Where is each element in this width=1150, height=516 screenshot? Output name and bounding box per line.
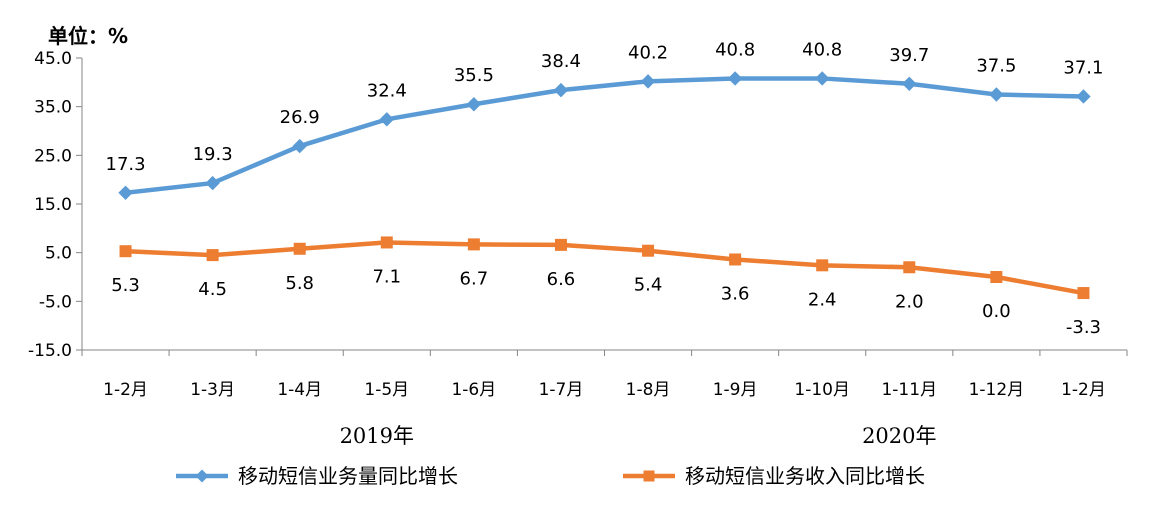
data-point-diamond xyxy=(989,87,1004,102)
data-label: -3.3 xyxy=(1066,317,1101,338)
data-label: 2.0 xyxy=(895,291,924,312)
data-label: 39.7 xyxy=(889,45,929,66)
data-label: 0.0 xyxy=(982,301,1011,322)
data-point-diamond xyxy=(466,97,482,112)
y-tick-label: 5.0 xyxy=(45,244,72,264)
x-tick-label: 1-3月 xyxy=(190,380,235,400)
y-tick-label: 35.0 xyxy=(34,98,72,118)
y-tick-label: -15.0 xyxy=(28,341,72,361)
data-point-square xyxy=(119,245,132,258)
series-line-1 xyxy=(123,76,1086,196)
chart-data-labels: 17.3 19.3 26.9 32.4 35.5 38.4 40.2 40.8 40.8 39.7… xyxy=(106,39,1104,338)
unit-label: 单位：% xyxy=(48,24,128,48)
data-point-diamond xyxy=(1076,89,1091,104)
y-tick-label: 15.0 xyxy=(34,195,72,215)
data-label: 5.4 xyxy=(634,275,663,296)
data-point-diamond xyxy=(902,76,917,92)
x-tick-label: 1-2月 xyxy=(1061,380,1106,400)
data-label: 35.5 xyxy=(454,65,494,86)
x-tick-label: 1-10月 xyxy=(794,380,850,400)
data-label: 19.3 xyxy=(193,144,233,165)
legend-marker-diamond xyxy=(195,469,209,483)
data-label: 6.7 xyxy=(460,268,489,289)
data-point-diamond xyxy=(118,185,133,201)
y-tick-label: 45.0 xyxy=(34,49,72,69)
chart-axes: 45.0 35.0 25.0 15.0 5.0 -5.0 -15.0 1-2月 1-3月 1-4月… xyxy=(28,49,1128,448)
data-label: 38.4 xyxy=(541,51,581,72)
x-tick-label: 1-8月 xyxy=(626,380,671,400)
data-point-square xyxy=(990,271,1003,283)
chart-series xyxy=(118,71,1091,300)
data-label: 6.6 xyxy=(547,269,576,290)
data-point-diamond xyxy=(553,82,569,98)
year-group-label: 2019年 xyxy=(340,424,414,448)
y-tick-label: -5.0 xyxy=(39,292,72,312)
data-point-diamond xyxy=(640,74,656,89)
data-label: 17.3 xyxy=(106,154,146,175)
x-tick-label: 1-6月 xyxy=(451,380,496,400)
data-point-diamond xyxy=(205,175,220,191)
data-point-diamond xyxy=(292,138,307,154)
legend-label: 移动短信业务量同比增长 xyxy=(238,464,458,488)
data-point-square xyxy=(293,242,306,255)
series-line-2 xyxy=(123,240,1086,296)
data-label: 26.9 xyxy=(280,107,320,128)
data-point-diamond xyxy=(815,71,830,86)
data-label: 37.5 xyxy=(976,56,1016,77)
data-label: 40.2 xyxy=(628,42,668,63)
x-tick-label: 1-4月 xyxy=(277,380,322,400)
data-label: 7.1 xyxy=(372,266,401,287)
data-label: 32.4 xyxy=(367,80,407,101)
data-label: 5.8 xyxy=(285,273,314,294)
data-point-square xyxy=(554,238,567,251)
x-tick-label: 1-5月 xyxy=(364,380,409,400)
x-tick-label: 1-7月 xyxy=(539,380,584,400)
data-label: 5.3 xyxy=(111,275,140,296)
data-point-square xyxy=(642,244,655,257)
data-label: 2.4 xyxy=(808,289,837,310)
data-point-square xyxy=(380,236,393,249)
data-point-diamond xyxy=(727,71,743,86)
data-label: 37.1 xyxy=(1063,57,1103,78)
x-tick-label: 1-12月 xyxy=(969,380,1025,400)
y-tick-label: 25.0 xyxy=(34,146,72,166)
year-group-label: 2020年 xyxy=(862,424,936,448)
data-label: 40.8 xyxy=(802,39,842,60)
data-point-square xyxy=(729,253,742,266)
data-point-square xyxy=(467,238,480,251)
x-tick-label: 1-2月 xyxy=(103,380,148,400)
legend-label: 移动短信业务收入同比增长 xyxy=(685,464,925,488)
data-point-square xyxy=(816,259,829,272)
chart-legend: 移动短信业务量同比增长 移动短信业务收入同比增长 xyxy=(176,464,925,488)
data-point-square xyxy=(206,249,219,262)
data-label: 3.6 xyxy=(721,283,750,304)
x-tick-label: 1-11月 xyxy=(881,380,937,400)
legend-marker-square xyxy=(643,470,655,482)
data-point-diamond xyxy=(379,112,394,127)
data-label: 4.5 xyxy=(198,279,227,300)
x-tick-label: 1-9月 xyxy=(713,380,758,400)
data-point-square xyxy=(1077,287,1090,300)
data-point-square xyxy=(903,261,916,274)
data-label: 40.8 xyxy=(715,39,755,60)
